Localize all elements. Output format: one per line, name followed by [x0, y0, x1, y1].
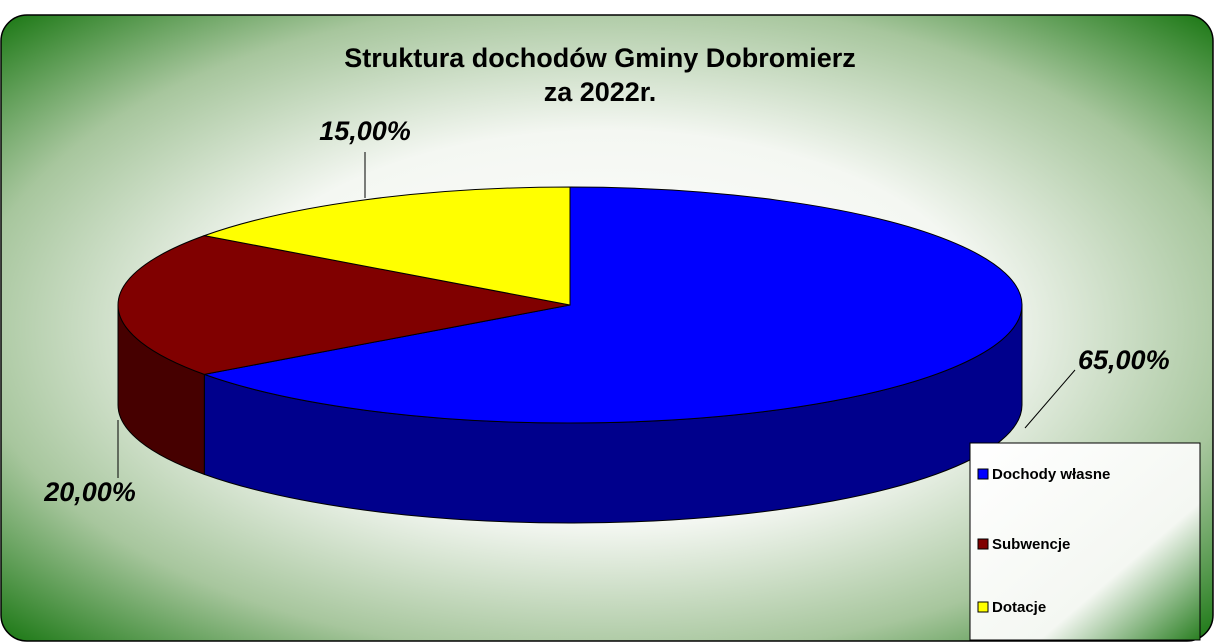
legend-label: Subwencje	[992, 536, 1070, 553]
slice	[202, 186, 571, 306]
legend-label: Dotacje	[992, 599, 1046, 616]
legend-items: Dochody własne Subwencje Dotacje	[977, 466, 1110, 616]
data-label: 20,00%	[43, 477, 136, 507]
leader-line	[1024, 369, 1076, 429]
chart-title: za 2022r.	[544, 77, 657, 107]
chart-title: Struktura dochodów Gminy Dobromierz	[344, 43, 856, 73]
legend-swatch	[977, 601, 989, 613]
slice	[202, 186, 1023, 424]
legend-label: Dochody własne	[992, 466, 1110, 483]
legend	[969, 442, 1201, 641]
data-label: 65,00%	[1078, 345, 1170, 375]
data-label: 15,00%	[319, 116, 411, 146]
slice	[117, 235, 571, 375]
pie: 65,00% 20,00% 15,00%	[43, 116, 1170, 524]
legend-swatch	[977, 468, 989, 480]
legend-swatch	[977, 538, 989, 550]
